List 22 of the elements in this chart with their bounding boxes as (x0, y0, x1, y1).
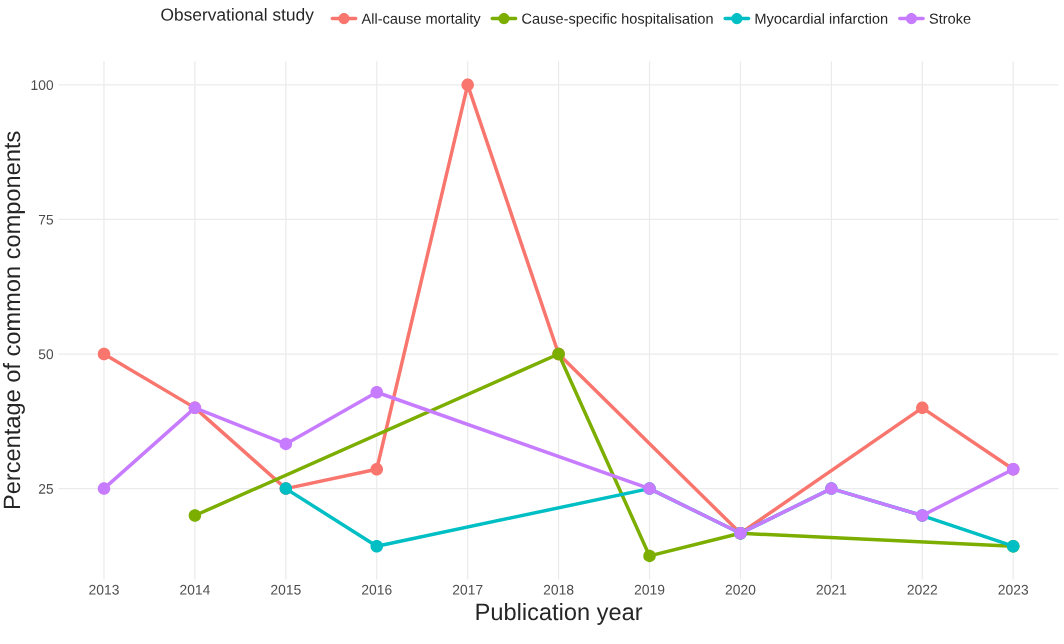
x-tick-label: 2013 (89, 584, 119, 595)
legend-label: Stroke (929, 13, 971, 24)
x-tick-label: 2019 (634, 584, 665, 595)
x-tick-label: 2015 (271, 584, 301, 595)
x-tick-label: 2022 (907, 584, 938, 595)
y-tick-label: 100 (31, 80, 54, 91)
x-tick-label: 2018 (543, 584, 574, 595)
y-axis-title: Percentage of common components (2, 131, 25, 509)
x-tick-label: 2017 (452, 584, 483, 595)
y-tick-label: 75 (38, 214, 54, 225)
x-tick-label: 2021 (816, 584, 847, 595)
y-tick-label: 50 (38, 349, 54, 360)
x-tick-label: 2014 (180, 584, 210, 595)
legend-label: All-cause mortality (361, 13, 481, 27)
x-axis-title: Publication year (476, 602, 643, 625)
legend-title: Observational study (161, 8, 314, 25)
y-tick-label: 25 (38, 483, 54, 494)
legend-label: Myocardial infarction (755, 13, 888, 27)
x-tick-label: 2023 (998, 584, 1029, 595)
x-tick-label: 2020 (725, 584, 756, 595)
legend-label: Cause-specific hospitalisation (522, 13, 713, 27)
x-tick-label: 2016 (362, 584, 392, 595)
